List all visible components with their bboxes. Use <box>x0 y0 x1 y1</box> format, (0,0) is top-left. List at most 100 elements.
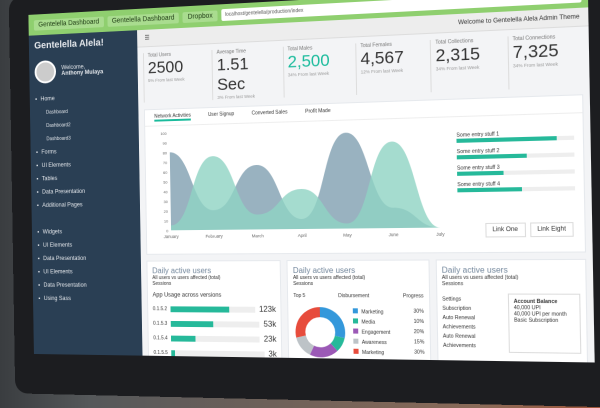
usage-row: 0.1.5.4 23k <box>153 333 277 344</box>
legend-label: Awareness <box>361 339 387 347</box>
x-tick-label: March <box>252 233 265 238</box>
legend-item: Media 10% <box>353 318 424 326</box>
settings-item[interactable]: Auto Renewal <box>442 314 476 322</box>
y-tick-label: 40 <box>163 190 167 194</box>
link-eight-button[interactable]: Link Eight <box>529 222 574 238</box>
sidebar-item-label: UI Elements <box>42 242 73 249</box>
x-tick-label: June <box>389 232 400 237</box>
usage-bar <box>170 305 256 313</box>
sidebar-item-label: Dashboard3 <box>46 135 71 143</box>
legend-value: 10% <box>413 318 425 326</box>
card-title: Daily active users <box>441 265 508 275</box>
sidebar: Gentelella Alela! Welcome, Anthony Mulaya… <box>28 30 143 356</box>
legend-label: Media <box>361 319 376 326</box>
card-title: Daily active users <box>152 266 212 276</box>
sidebar-item[interactable]: ▪ UI Elements <box>37 238 135 252</box>
version-label: 0.1.5.2 <box>152 305 168 312</box>
card-sub: Sessions <box>152 280 172 287</box>
y-tick-label: 70 <box>163 161 167 165</box>
card-sub: Sessions <box>293 281 314 288</box>
settings-item[interactable]: Settings <box>442 296 462 303</box>
menu-icon[interactable]: ☰ <box>144 35 150 42</box>
donut-slice <box>334 337 340 347</box>
browser-tab[interactable]: Gentelella Dashboard <box>33 16 104 31</box>
donut-slice <box>320 312 340 337</box>
usage-row: 0.1.5.5 3k <box>153 348 276 358</box>
sidebar-item[interactable]: ▪ Data Presentation <box>38 279 136 293</box>
header-welcome: Welcome to Gentelella Alela Admin Theme <box>458 13 580 26</box>
stat-value: 1.51 Sec <box>216 54 249 95</box>
settings-item[interactable]: Achievements <box>442 324 476 331</box>
sidebar-item-label: Tables <box>41 176 58 183</box>
y-tick-label: 10 <box>164 220 168 224</box>
legend-label: Marketing <box>361 309 384 316</box>
col-disbursement: Disbursement <box>338 293 370 300</box>
usage-value: 23k <box>263 334 277 344</box>
sidebar-item-label: Home <box>40 96 55 103</box>
chart-tab[interactable]: Network Activities <box>154 112 192 122</box>
sidebar-item-label: Widgets <box>42 229 63 236</box>
brand[interactable]: Gentelella Alela! <box>34 37 104 52</box>
legend-swatch <box>353 338 359 344</box>
sidebar-item[interactable]: ▪ Widgets <box>37 225 135 239</box>
version-label: 0.1.5.4 <box>153 334 168 341</box>
chart-icon: ▪ <box>36 189 39 196</box>
balance-line: Basic Subscription <box>513 317 559 325</box>
stat-value: 4,567 <box>360 47 404 69</box>
legend-item: Awareness 15% <box>353 338 425 347</box>
area-chart: 0 10 20 30 40 50 60 70 80 90 100 January February Mar… <box>160 130 446 239</box>
sidebar-item-label: Data Presentation <box>43 282 87 289</box>
sidebar-item-label: UI Elements <box>43 269 73 276</box>
avatar[interactable] <box>34 60 57 84</box>
chart-icon: ▪ <box>38 282 41 289</box>
settings-item[interactable]: Auto Renewal <box>442 333 476 341</box>
y-tick-label: 50 <box>163 181 167 185</box>
main: ☰ Welcome to Gentelella Alela Admin Theme… <box>137 7 595 363</box>
desktop-icon: ▪ <box>37 243 40 249</box>
area-series <box>169 140 441 231</box>
stat-tile: Total Males 2,500 34% From last Week <box>282 43 353 98</box>
usage-value: 53k <box>263 319 277 329</box>
legend-item: Engagement 20% <box>353 328 424 337</box>
chart-tab[interactable]: Profit Made <box>305 107 331 115</box>
sidebar-item-label: Dashboard <box>45 109 68 116</box>
chart-tab[interactable]: Converted Sales <box>251 109 288 117</box>
browser-tab[interactable]: Dropbox <box>182 9 218 23</box>
stat-tile: Total Collections 2,315 34% From last Week <box>430 36 504 93</box>
sidebar-item[interactable]: ▪ Additional Pages <box>37 198 135 213</box>
legend-swatch <box>353 348 359 354</box>
chart-tab[interactable]: User Signup <box>207 111 235 118</box>
legend-label: Engagement <box>361 329 391 336</box>
sidebar-item[interactable]: ▪ Data Presentation <box>38 252 136 266</box>
version-label: 0.1.5.3 <box>153 320 168 327</box>
legend-value: 15% <box>413 339 425 346</box>
laptop: Gentelella Dashboard Gentelella Dashboar… <box>8 0 600 408</box>
sidebar-item-label: Using Sass <box>43 296 71 303</box>
top5-label: Top 5 <box>293 292 306 300</box>
usage-value: 123k <box>258 304 276 314</box>
sidebar-item-label: UI Elements <box>41 162 71 169</box>
usage-bar <box>170 320 260 328</box>
donut-slice <box>312 347 334 353</box>
x-tick-label: July <box>436 231 445 236</box>
settings-item[interactable]: Achievements <box>443 342 477 350</box>
sidebar-item-label: Data Presentation <box>42 189 86 196</box>
chart-icon: ▪ <box>37 256 40 263</box>
code-icon: ▪ <box>38 296 41 302</box>
sidebar-item[interactable]: ▪ Using Sass <box>38 292 136 306</box>
legend-item: Marketing 30% <box>353 308 424 316</box>
sidebar-item[interactable]: ▪ UI Elements <box>38 266 136 280</box>
x-tick-label: January <box>164 234 180 239</box>
browser-tab[interactable]: Gentelella Dashboard <box>107 11 180 27</box>
widget-icon: ▪ <box>37 229 40 236</box>
chart-panel: Network Activities User Signup Converted S… <box>143 94 587 255</box>
card-title: Daily active users <box>292 265 356 276</box>
link-one-button[interactable]: Link One <box>484 222 526 238</box>
desktop-icon: ▪ <box>36 163 39 170</box>
settings-item[interactable]: Subscription <box>442 305 472 313</box>
card-settings: Daily active users All users vs users af… <box>435 258 589 363</box>
y-tick-label: 60 <box>163 171 167 175</box>
sidebar-item-label: Data Presentation <box>43 256 87 262</box>
usage-row: 0.1.5.2 123k <box>153 304 276 314</box>
card-heading: App Usage across versions <box>152 292 222 299</box>
